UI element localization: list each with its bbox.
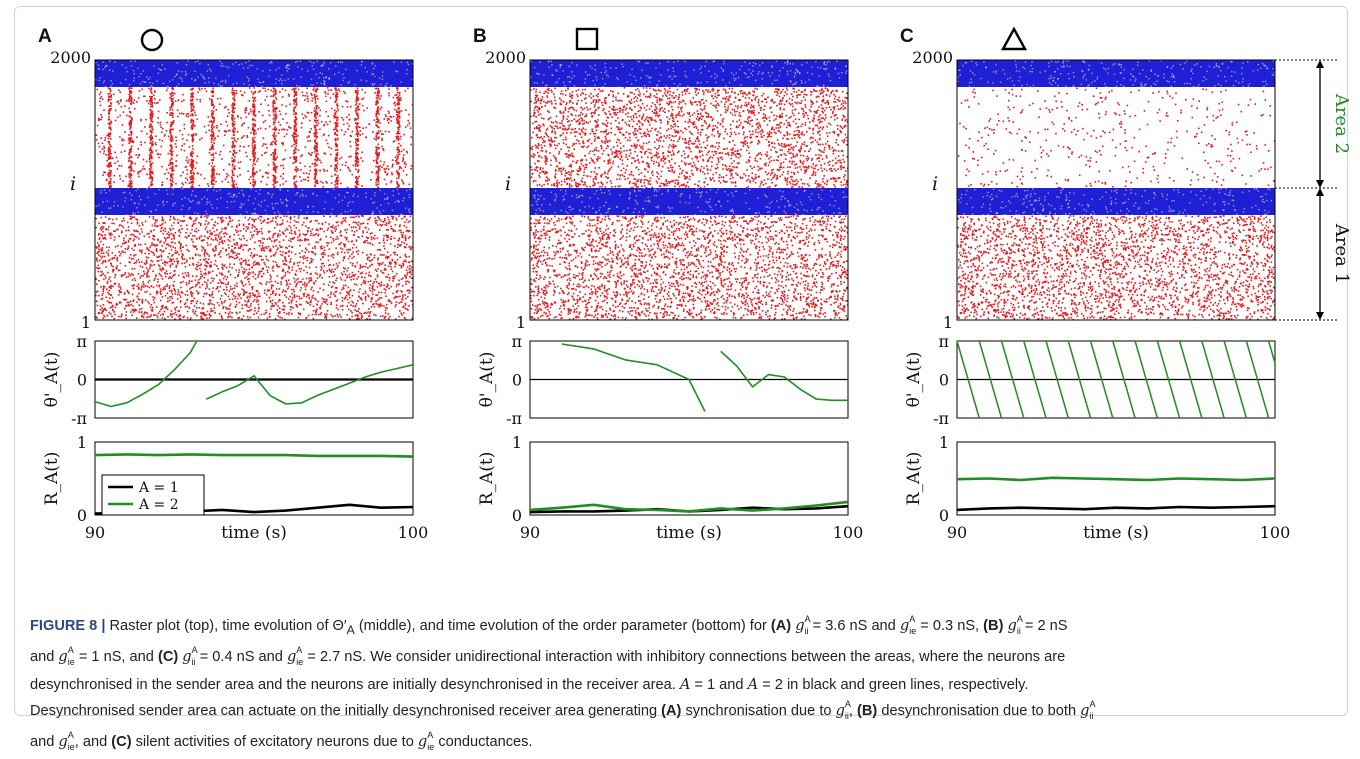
circle-marker-icon xyxy=(142,30,162,50)
caption-line: and gAie, and (C) silent activities of e… xyxy=(30,734,532,750)
area-2-label: Area 2 xyxy=(1331,93,1352,154)
order-xtick-start: 90 xyxy=(947,523,967,542)
arrow-head-icon xyxy=(1316,188,1324,196)
raster-ytick-top: 2000 xyxy=(912,48,953,67)
order-frame xyxy=(530,442,848,515)
caption-line: desynchronised in the sender area and th… xyxy=(30,677,1028,693)
raster-plot: 2000 1 i Area 2 Area 1 xyxy=(912,48,1352,332)
order-legend: A = 1A = 2 xyxy=(102,475,204,515)
order-xlabel: time (s) xyxy=(656,523,722,543)
panel-letter: C xyxy=(900,26,914,47)
arrow-head-icon xyxy=(1316,180,1324,188)
legend-label: A = 1 xyxy=(138,480,179,496)
square-marker-icon xyxy=(577,29,597,49)
panel-letter: B xyxy=(473,26,487,47)
order-ylabel: R_A(t) xyxy=(42,452,62,506)
phase-plot: π 0 -π θ'_A(t) xyxy=(904,332,1275,428)
phase-ylabel: θ'_A(t) xyxy=(42,352,62,408)
raster-ylabel: i xyxy=(932,173,938,195)
order-xlabel: time (s) xyxy=(1083,523,1149,543)
area-1-label: Area 1 xyxy=(1331,223,1352,284)
order-ytick-top: 1 xyxy=(939,433,949,452)
raster-ytick-top: 2000 xyxy=(50,48,91,67)
caption-line: and gAie = 1 nS, and (C) gAii = 0.4 nS a… xyxy=(30,649,1065,665)
phase-ytick: π xyxy=(511,332,522,351)
raster-ytick-bottom: 1 xyxy=(81,313,91,332)
order-ylabel: R_A(t) xyxy=(477,452,497,506)
raster-plot: 2000 1 i xyxy=(485,48,849,332)
order-xtick-start: 90 xyxy=(85,523,105,542)
raster-ytick-bottom: 1 xyxy=(516,313,526,332)
caption-line: Raster plot (top), time evolution of Θ′A… xyxy=(110,618,1068,634)
order-ylabel: R_A(t) xyxy=(904,452,924,506)
phase-ytick: -π xyxy=(71,409,87,428)
phase-plot: π 0 -π θ'_A(t) xyxy=(477,332,848,428)
order-ytick-top: 1 xyxy=(77,433,87,452)
phase-ytick: -π xyxy=(933,409,949,428)
raster-ylabel: i xyxy=(505,173,511,195)
phase-ytick: 0 xyxy=(939,371,949,390)
order-xtick-end: 100 xyxy=(398,523,429,542)
raster-ylabel: i xyxy=(70,173,76,195)
area-annotation: Area 2 Area 1 xyxy=(1275,60,1352,320)
panel-letter: A xyxy=(38,26,52,47)
raster-ytick-bottom: 1 xyxy=(943,313,953,332)
phase-ytick: 0 xyxy=(77,371,87,390)
inhibitory-band xyxy=(957,188,1275,215)
inhibitory-band xyxy=(95,188,413,215)
phase-ylabel: θ'_A(t) xyxy=(477,352,497,408)
arrow-head-icon xyxy=(1316,60,1324,68)
phase-plot: π 0 -π θ'_A(t) xyxy=(42,332,413,428)
phase-ytick: π xyxy=(76,332,87,351)
figure-label: FIGURE 8 | xyxy=(30,618,110,634)
order-xtick-start: 90 xyxy=(520,523,540,542)
order-xtick-end: 100 xyxy=(833,523,864,542)
arrow-head-icon xyxy=(1316,312,1324,320)
order-xlabel: time (s) xyxy=(221,523,287,543)
phase-ylabel: θ'_A(t) xyxy=(904,352,924,408)
figure-caption: FIGURE 8 | Raster plot (top), time evolu… xyxy=(30,611,1330,759)
inhibitory-band xyxy=(95,60,413,87)
triangle-marker-icon xyxy=(1003,29,1025,49)
phase-ytick: 0 xyxy=(512,371,522,390)
raster-ytick-top: 2000 xyxy=(485,48,526,67)
phase-ytick: π xyxy=(938,332,949,351)
order-ytick-top: 1 xyxy=(512,433,522,452)
legend-label: A = 2 xyxy=(138,497,179,513)
order-xtick-end: 100 xyxy=(1260,523,1291,542)
raster-plot: 2000 1 i xyxy=(50,48,413,332)
phase-ytick: -π xyxy=(506,409,522,428)
caption-line: Desynchronised sender area can actuate o… xyxy=(30,703,1094,719)
